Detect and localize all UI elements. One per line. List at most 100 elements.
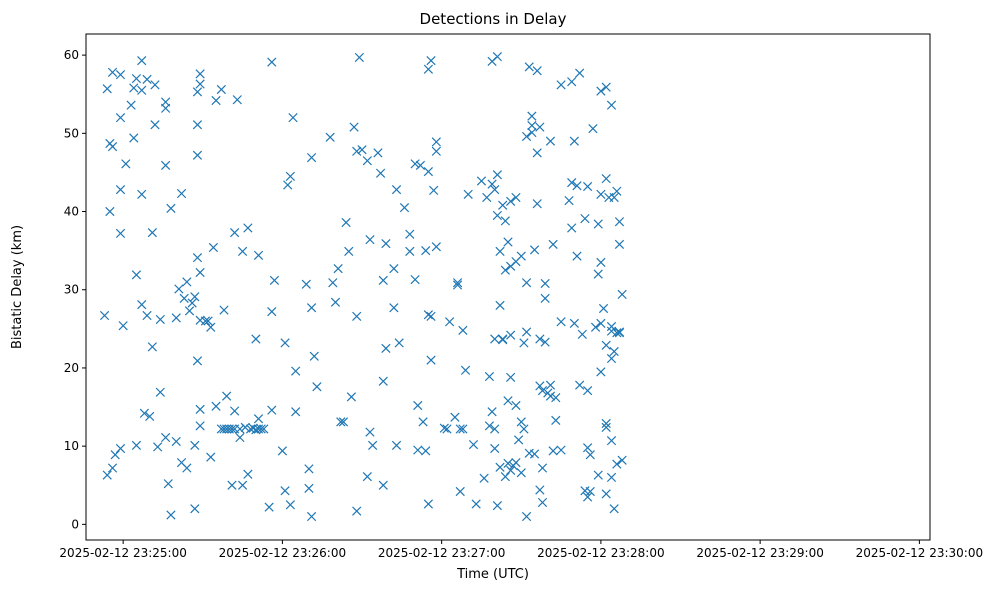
data-point <box>375 168 386 178</box>
data-point <box>521 511 532 522</box>
data-point <box>102 84 112 94</box>
data-point <box>482 192 492 203</box>
data-point <box>365 427 375 437</box>
data-point <box>391 440 402 450</box>
data-point <box>219 305 229 315</box>
data-point <box>601 418 611 429</box>
data-point <box>498 200 508 210</box>
data-point <box>487 407 497 417</box>
y-tick-label: 50 <box>64 126 79 140</box>
data-point <box>556 445 566 455</box>
data-point <box>115 228 126 239</box>
data-point <box>105 206 115 217</box>
data-point <box>511 400 521 411</box>
data-point <box>476 176 487 186</box>
data-point <box>567 177 577 188</box>
data-point <box>115 113 126 123</box>
data-point <box>506 465 516 476</box>
data-point <box>283 180 293 190</box>
data-point <box>516 417 526 427</box>
data-point <box>495 246 505 257</box>
data-point <box>333 263 343 274</box>
data-point <box>503 237 513 247</box>
data-point <box>572 181 582 191</box>
data-point <box>259 424 269 434</box>
data-point <box>513 435 524 445</box>
data-point <box>585 486 595 497</box>
data-point <box>235 432 245 443</box>
data-point <box>567 223 577 233</box>
data-point <box>609 504 619 514</box>
data-point <box>606 321 617 332</box>
data-point <box>413 445 423 455</box>
data-point <box>243 469 253 479</box>
data-point <box>206 452 216 462</box>
y-tick-label: 40 <box>64 205 79 219</box>
data-point <box>163 479 173 489</box>
data-point <box>211 401 221 411</box>
data-point <box>399 202 410 213</box>
data-point <box>529 449 540 459</box>
data-point <box>190 292 200 302</box>
x-tick-label: 2025-02-12 23:28:00 <box>537 546 664 560</box>
data-point <box>362 156 372 166</box>
data-point <box>439 423 449 433</box>
data-point <box>498 335 508 345</box>
data-point <box>479 473 489 483</box>
data-point <box>506 372 516 382</box>
data-point <box>545 136 556 146</box>
data-point <box>535 334 545 344</box>
data-point <box>492 52 503 62</box>
data-point <box>572 251 582 261</box>
data-point <box>110 450 120 460</box>
data-point <box>174 284 184 294</box>
data-point <box>309 351 319 361</box>
data-point <box>452 278 463 288</box>
data-point <box>500 216 510 226</box>
data-point <box>176 188 187 199</box>
data-point <box>606 326 617 336</box>
data-point <box>235 424 245 434</box>
data-point <box>405 246 415 257</box>
data-point <box>155 314 165 325</box>
data-point <box>556 80 566 90</box>
data-point <box>535 485 545 495</box>
x-tick-label: 2025-02-12 23:25:00 <box>59 546 186 560</box>
data-point <box>102 470 112 480</box>
data-point <box>503 458 513 468</box>
data-point <box>506 196 516 206</box>
data-point <box>540 293 550 303</box>
data-point <box>126 100 136 110</box>
data-point <box>192 120 203 130</box>
data-point <box>166 203 176 214</box>
data-point <box>490 443 500 454</box>
data-point <box>192 87 203 97</box>
data-point <box>182 463 192 473</box>
data-point <box>389 263 399 274</box>
data-point <box>304 464 314 474</box>
data-point <box>532 148 542 158</box>
data-point <box>280 338 290 348</box>
data-point <box>253 250 264 260</box>
data-point <box>492 210 503 221</box>
data-point <box>306 303 317 313</box>
data-point <box>423 64 434 74</box>
data-point <box>137 299 147 310</box>
data-point <box>442 424 452 434</box>
data-point <box>179 293 189 303</box>
data-point <box>500 472 510 482</box>
data-point <box>368 440 378 450</box>
data-point <box>575 68 585 78</box>
data-point <box>378 480 388 490</box>
data-point <box>267 307 277 317</box>
data-point <box>301 279 311 289</box>
data-point <box>190 504 200 514</box>
data-point <box>171 436 181 447</box>
data-point <box>153 442 163 452</box>
data-point <box>519 338 529 348</box>
data-point <box>291 407 301 417</box>
data-point <box>190 440 200 450</box>
data-point <box>487 179 497 189</box>
data-point <box>545 391 556 401</box>
data-point <box>232 95 242 105</box>
